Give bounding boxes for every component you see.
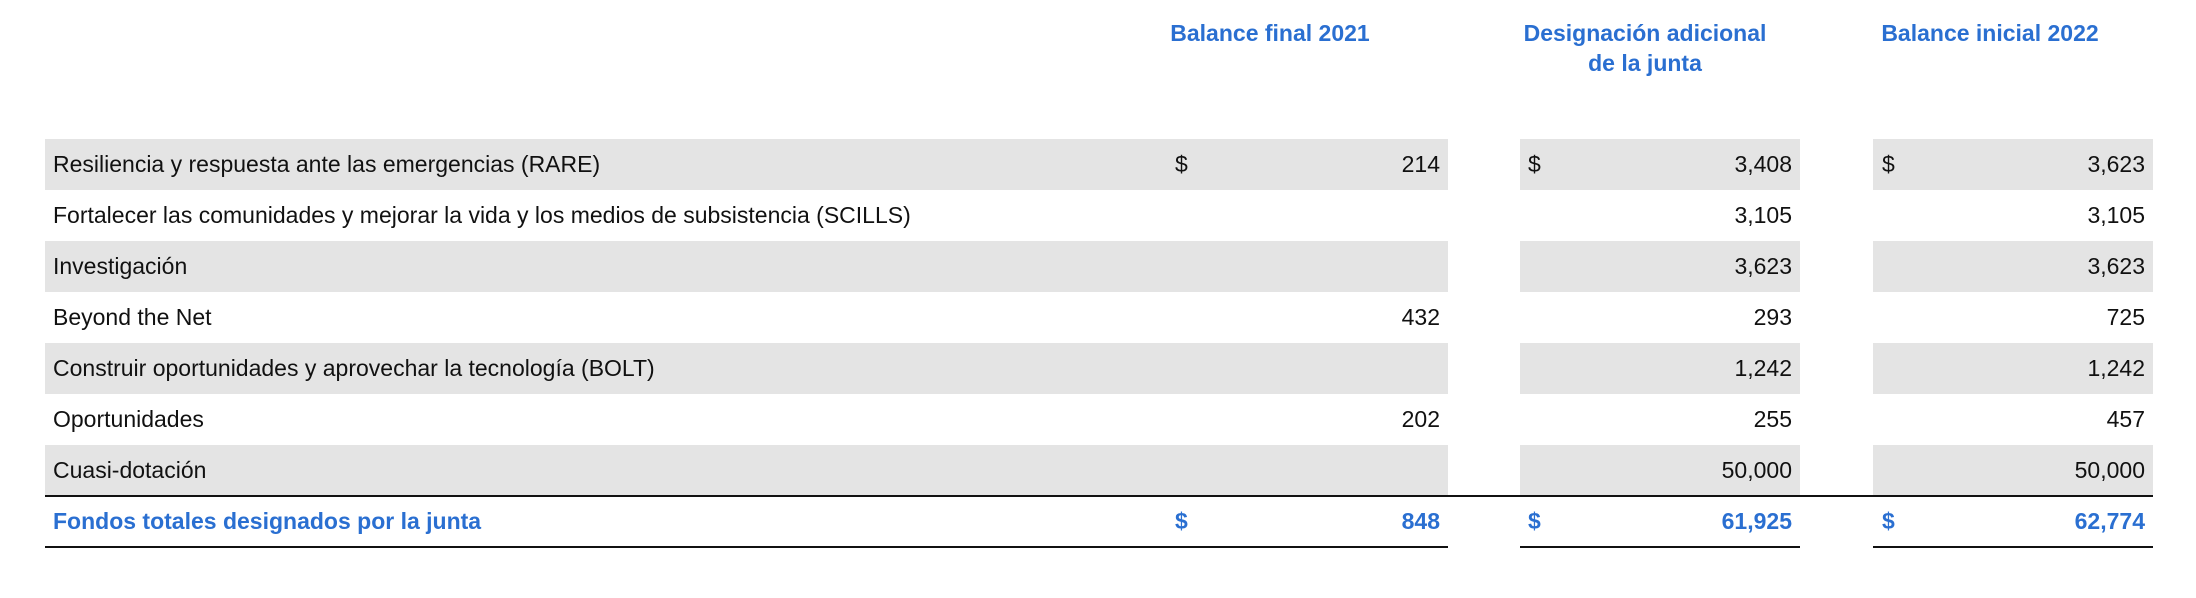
total-label: Fondos totales designados por la junta	[53, 508, 482, 534]
row-band	[1873, 445, 2153, 496]
column-header-balance-inicial-2022: Balance inicial 2022	[1881, 20, 2099, 46]
total-top-rule	[45, 495, 1448, 497]
currency-symbol: $	[1175, 151, 1188, 177]
amount-cell: 202	[1401, 406, 1440, 432]
column-header-balance-final-2021: Balance final 2021	[1170, 20, 1370, 46]
row-band	[45, 139, 1448, 190]
currency-symbol: $	[1528, 151, 1541, 177]
total-top-rule	[1520, 495, 1800, 497]
amount-cell: 50,000	[2074, 457, 2145, 483]
amount-cell: 3,623	[2087, 253, 2145, 279]
row-band	[1873, 343, 2153, 394]
amount-cell: 1,242	[1734, 355, 1792, 381]
amount-cell: 255	[1753, 406, 1792, 432]
amount-cell: 3,408	[1734, 151, 1792, 177]
amount-cell: 214	[1401, 151, 1440, 177]
amount-cell: 61,925	[1721, 508, 1792, 534]
total-row: Fondos totales designados por la junta $8…	[0, 496, 2196, 547]
table-row: Beyond the Net 432 293 725	[0, 292, 2196, 343]
row-band	[45, 241, 1448, 292]
total-bottom-rule	[45, 546, 1448, 548]
row-label: Construir oportunidades y aprovechar la …	[53, 355, 655, 381]
amount-cell: 848	[1401, 508, 1440, 534]
row-label: Oportunidades	[53, 406, 204, 432]
table-row: Oportunidades 202 255 457	[0, 394, 2196, 445]
row-band	[1520, 445, 1800, 496]
row-label: Resiliencia y respuesta ante las emergen…	[53, 151, 601, 177]
total-top-rule	[1800, 495, 1873, 497]
amount-cell: 3,105	[1734, 202, 1792, 228]
total-bottom-rule	[1873, 546, 2153, 548]
row-band	[1520, 343, 1800, 394]
row-label: Investigación	[53, 253, 188, 279]
table-row: Investigación 3,623 3,623	[0, 241, 2196, 292]
amount-cell: 432	[1401, 304, 1440, 330]
table-row: Construir oportunidades y aprovechar la …	[0, 343, 2196, 394]
row-label: Fortalecer las comunidades y mejorar la …	[53, 202, 911, 228]
amount-cell: 50,000	[1721, 457, 1792, 483]
table-row: Cuasi-dotación 50,000 50,000	[0, 445, 2196, 496]
currency-symbol: $	[1175, 508, 1188, 534]
row-band	[45, 445, 1448, 496]
total-top-rule	[1448, 495, 1520, 497]
total-bottom-rule	[1520, 546, 1800, 548]
row-label: Cuasi-dotación	[53, 457, 207, 483]
currency-symbol: $	[1882, 508, 1895, 534]
amount-cell: 457	[2106, 406, 2145, 432]
amount-cell: 3,623	[1734, 253, 1792, 279]
currency-symbol: $	[1882, 151, 1895, 177]
row-label: Beyond the Net	[53, 304, 212, 330]
row-band	[45, 343, 1448, 394]
column-header-designacion-adicional: Designación adicional de la junta	[1523, 20, 1767, 76]
amount-cell: 1,242	[2087, 355, 2145, 381]
row-band	[1873, 241, 2153, 292]
amount-cell: 62,774	[2074, 508, 2145, 534]
table-row: Resiliencia y respuesta ante las emergen…	[0, 139, 2196, 190]
row-band	[45, 394, 1448, 445]
row-band	[1873, 139, 2153, 190]
row-band	[45, 292, 1448, 343]
total-top-rule	[1873, 495, 2153, 497]
table-row: Fortalecer las comunidades y mejorar la …	[0, 190, 2196, 241]
amount-cell: 3,623	[2087, 151, 2145, 177]
currency-symbol: $	[1528, 508, 1541, 534]
row-band	[1520, 139, 1800, 190]
row-band	[1520, 241, 1800, 292]
amount-cell: 3,105	[2087, 202, 2145, 228]
amount-cell: 293	[1753, 304, 1792, 330]
amount-cell: 725	[2106, 304, 2145, 330]
